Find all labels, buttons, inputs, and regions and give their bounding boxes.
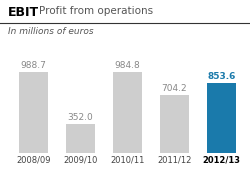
Text: 853.6: 853.6 bbox=[207, 72, 236, 81]
Text: 984.8: 984.8 bbox=[114, 61, 140, 70]
Text: 352.0: 352.0 bbox=[68, 113, 94, 122]
Text: EBIT: EBIT bbox=[8, 6, 38, 19]
Text: Profit from operations: Profit from operations bbox=[39, 6, 153, 16]
Bar bbox=[160, 95, 189, 153]
Bar bbox=[207, 83, 236, 153]
Text: In millions of euros: In millions of euros bbox=[8, 27, 93, 36]
Bar bbox=[19, 72, 48, 153]
Text: 988.7: 988.7 bbox=[20, 61, 46, 70]
Bar bbox=[113, 72, 142, 153]
Bar bbox=[66, 124, 95, 153]
Text: 704.2: 704.2 bbox=[162, 84, 187, 93]
